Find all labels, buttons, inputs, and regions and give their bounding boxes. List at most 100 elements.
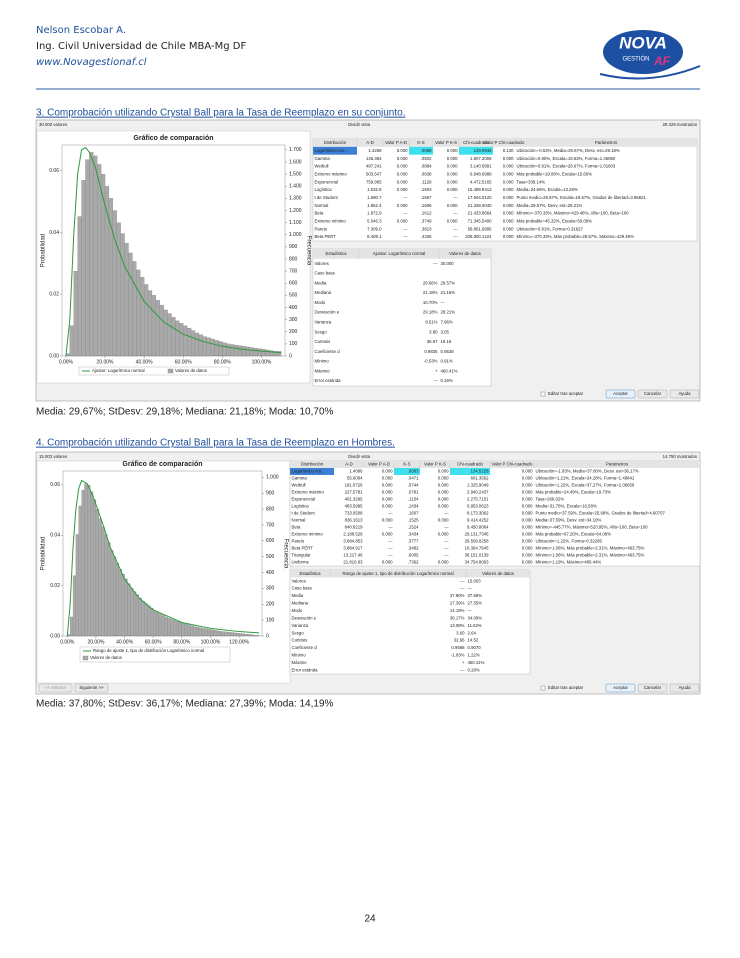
y2-tick-label: 1.300 (289, 196, 302, 202)
split-view[interactable]: Dividir vista (348, 454, 371, 459)
button[interactable] (605, 389, 636, 399)
fits-table-cell: 601.3562 (471, 476, 490, 481)
checkbox[interactable] (540, 391, 546, 397)
stats-table-column-header: Estadística (325, 251, 347, 256)
stats-table-cell: 34.09% (468, 615, 483, 620)
fits-table-cell: 0.000 (382, 518, 393, 523)
histogram-bar (124, 578, 128, 637)
y-tick-label: 0.02 (50, 583, 60, 589)
histogram-bar (112, 210, 117, 357)
fits-table-cell: --- (444, 546, 449, 551)
stats-table-cell: Media (292, 593, 304, 598)
y2-tick-label: 900 (289, 244, 298, 250)
fits-table-cell: 0.000 (522, 553, 533, 558)
fits-table-cell: Mínimo=1.19%, Máximo=480.44% (536, 560, 602, 565)
fits-table-cell: .1525 (408, 518, 419, 523)
histogram-bar (85, 159, 90, 357)
fits-table-cell: 0.000 (382, 490, 393, 495)
fits-table-cell: 0.000 (397, 203, 408, 208)
histogram-bar (194, 332, 200, 357)
fits-table-cell: .1607 (408, 511, 419, 516)
checkbox[interactable] (540, 685, 546, 691)
legend-label: Rango de ajuste 1, tipo de distribución … (93, 648, 204, 653)
fits-table-cell: Tasa=266.02% (536, 497, 565, 502)
fits-table-cell: 0.000 (382, 483, 393, 488)
histogram-bar (70, 616, 74, 637)
histogram-bar (238, 633, 243, 637)
histogram-bar (187, 327, 192, 357)
histogram-bar (73, 270, 78, 357)
fits-table-cell: 0.000 (438, 518, 449, 523)
stats-table-cell: --- (468, 608, 473, 613)
stats-table-cell: --- (433, 261, 438, 266)
stats-table-cell: 37.80% (450, 593, 465, 598)
stats-table-cell: 1.22% (468, 653, 480, 658)
y2-tick-label: 0 (289, 353, 292, 359)
best-fit-highlight (313, 146, 357, 155)
fits-table-cell: 7.309.0 (367, 226, 382, 231)
histogram-bar (230, 344, 235, 357)
button[interactable] (605, 683, 636, 693)
histogram-bar (179, 323, 184, 357)
histogram-bar (184, 623, 188, 637)
y2-tick-label: 1.500 (289, 171, 302, 177)
fits-table-cell: .1612 (421, 211, 432, 216)
fits-table-header-bg (313, 139, 697, 147)
stats-table-column-header: Rango de ajuste 1, tipo de distribución … (342, 571, 453, 576)
stats-table-cell: 14.52 (468, 638, 479, 643)
histogram-bar (92, 499, 97, 637)
histogram-bar (222, 342, 227, 357)
nav-button[interactable] (38, 683, 73, 693)
logo-shape (603, 30, 683, 74)
fits-table-cell: 0.000 (438, 504, 449, 509)
fits-table-cell: 0.000 (438, 560, 449, 565)
button[interactable] (637, 389, 668, 399)
y-tick-label: 0.06 (49, 168, 59, 174)
fits-table-cell: t de Student (315, 195, 339, 200)
histogram-bar (150, 608, 154, 637)
stats-table-cell: 7.96% (441, 320, 453, 325)
histogram-bar (136, 269, 141, 357)
histogram-bar (97, 164, 102, 357)
stats-table-header-bg (290, 570, 530, 578)
fits-table-cell: 759.965 (366, 179, 382, 184)
fits-table-cell: 38.151.0139 (465, 553, 490, 558)
button[interactable] (669, 389, 700, 399)
histogram-bar (127, 583, 131, 637)
histogram-bar (118, 569, 122, 637)
fits-table-cell: Gamma (292, 476, 308, 481)
histogram-bar (161, 615, 165, 637)
nav-button[interactable] (74, 683, 109, 693)
stats-table-cell: 8.51% (425, 320, 437, 325)
fits-table-cell: Media=37.59%, Desv. est=34.10% (536, 518, 602, 523)
y2-tick-label: 800 (266, 506, 275, 512)
stats-table-cell: Coeficiente d (315, 349, 341, 354)
fits-table-cell: 0.000 (397, 171, 408, 176)
stats-table-cell: Coeficiente d (292, 645, 318, 650)
button[interactable] (637, 683, 668, 693)
fits-table-cell: 0.000 (503, 156, 514, 161)
histogram-bar (135, 594, 140, 637)
button-label: Ayuda (678, 391, 691, 396)
fits-table-cell: .0502 (421, 156, 432, 161)
stats-table-cell: --- (460, 667, 465, 672)
x-tick-label: 80.00% (214, 359, 232, 365)
fits-table-cell: Más probable=24.49%, Escala=19.73% (536, 490, 612, 495)
fits-table-cell: --- (403, 195, 408, 200)
fits-table-cell: 5.046.3 (367, 219, 382, 224)
y-tick-label: 0.04 (50, 533, 60, 539)
button[interactable] (669, 683, 700, 693)
fits-table-column-header: K-S (403, 462, 410, 467)
histogram-bar (164, 616, 168, 637)
fits-table-cell: --- (444, 553, 449, 558)
fits-table-cell: 129.0948 (474, 148, 493, 153)
split-view[interactable]: Dividir vista (348, 122, 371, 127)
fits-table-cell: .1503 (421, 187, 432, 192)
stats-table-cell: Máximo (315, 368, 331, 373)
fits-table-cell: .1434 (408, 504, 419, 509)
fits-table-cell: --- (403, 226, 408, 231)
histogram-bar (245, 346, 250, 357)
fits-table-cell: 0.000 (503, 234, 514, 239)
stats-table-cell: 0.28% (468, 667, 480, 672)
fits-table-cell: .0838 (421, 171, 432, 176)
